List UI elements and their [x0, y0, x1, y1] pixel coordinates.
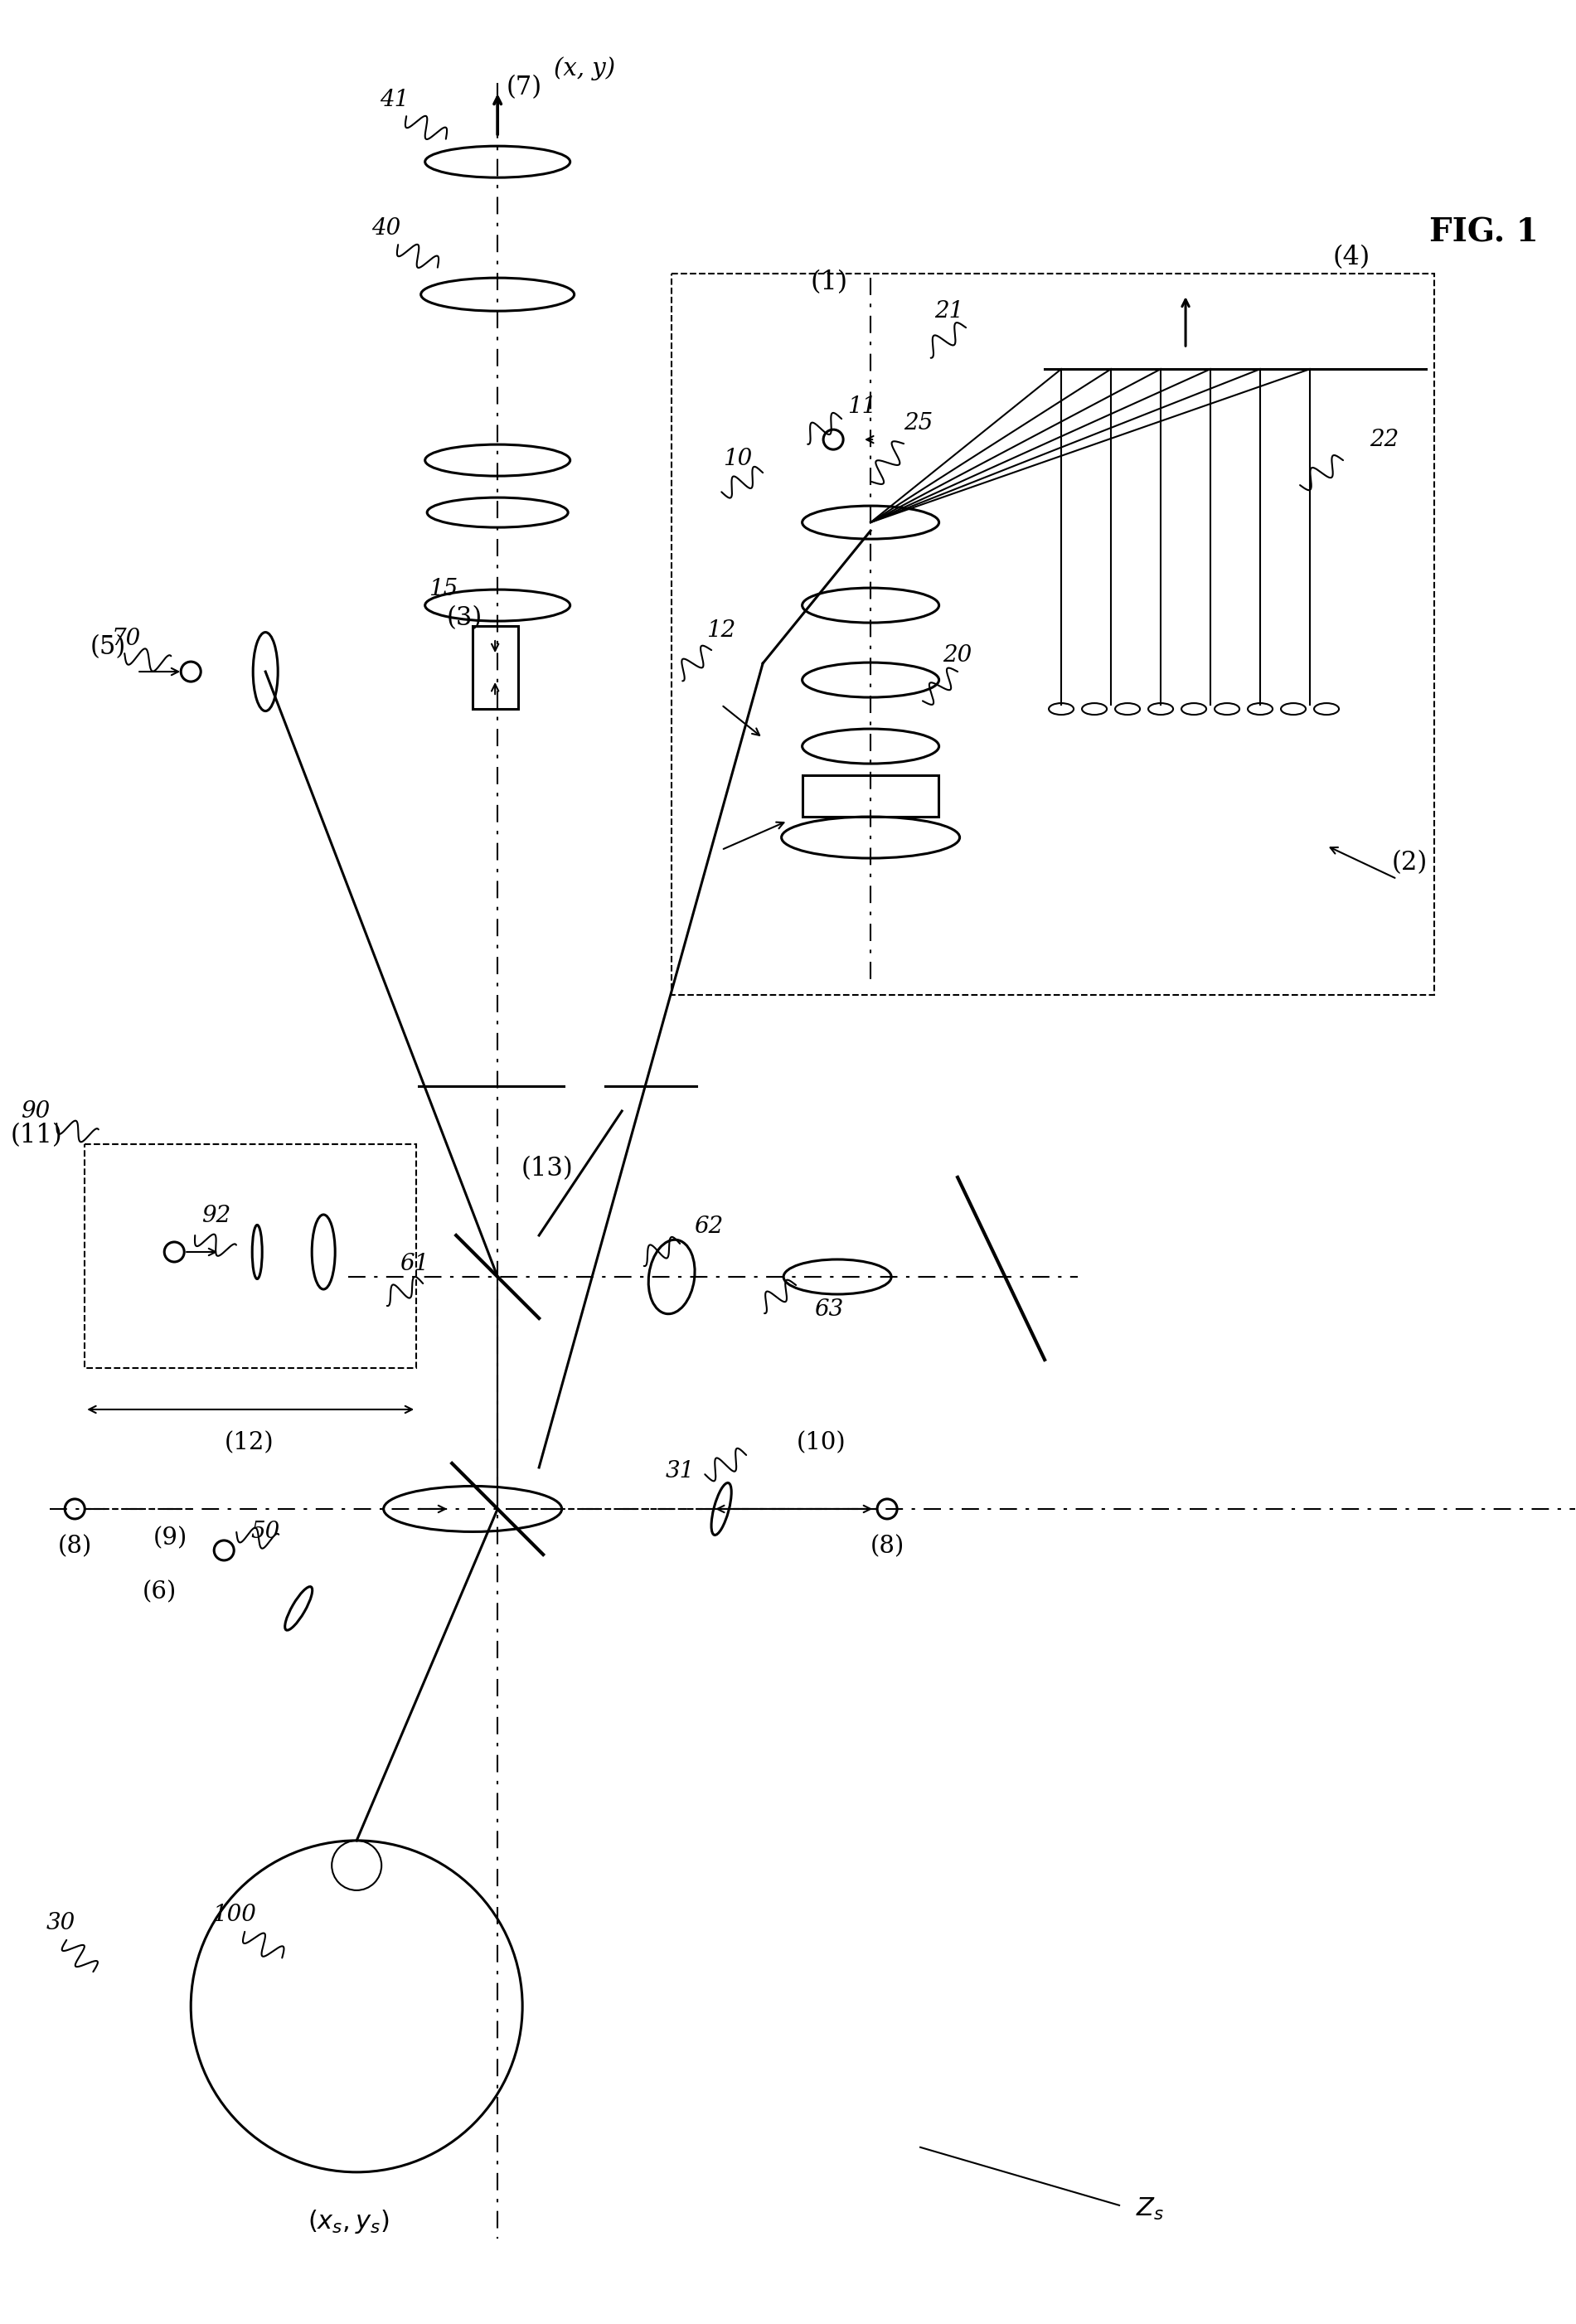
Text: (8): (8) — [58, 1534, 91, 1557]
Text: $(x_s, y_s)$: $(x_s, y_s)$ — [307, 2208, 389, 2236]
Text: 41: 41 — [380, 88, 410, 112]
Text: (2): (2) — [1392, 851, 1428, 876]
Text: 50: 50 — [251, 1520, 281, 1543]
Text: (6): (6) — [142, 1580, 177, 1604]
Text: (x, y): (x, y) — [553, 56, 615, 79]
Text: 40: 40 — [372, 216, 402, 239]
Text: (12): (12) — [224, 1432, 274, 1455]
Text: 90: 90 — [20, 1099, 50, 1122]
Text: FIG. 1: FIG. 1 — [1429, 216, 1538, 249]
Text: (7): (7) — [506, 74, 542, 100]
Text: 11: 11 — [848, 395, 876, 418]
Text: (3): (3) — [446, 604, 482, 630]
Text: $Z_s$: $Z_s$ — [1136, 2196, 1165, 2222]
Text: 21: 21 — [935, 300, 965, 323]
Text: 30: 30 — [46, 1913, 76, 1934]
Text: 61: 61 — [400, 1253, 429, 1276]
Text: (8): (8) — [870, 1534, 905, 1557]
Text: (13): (13) — [522, 1157, 574, 1183]
Text: 15: 15 — [429, 579, 459, 600]
Text: 100: 100 — [213, 1903, 255, 1927]
Text: 92: 92 — [202, 1206, 230, 1227]
Text: 63: 63 — [815, 1299, 843, 1320]
Text: (4): (4) — [1333, 244, 1370, 270]
Text: 62: 62 — [695, 1215, 723, 1239]
Text: 10: 10 — [723, 449, 753, 469]
Text: 31: 31 — [665, 1459, 695, 1483]
Text: 20: 20 — [942, 644, 972, 667]
Text: 70: 70 — [112, 627, 140, 651]
Text: (5): (5) — [90, 634, 126, 660]
Text: (10): (10) — [796, 1432, 846, 1455]
Text: (1): (1) — [810, 270, 848, 295]
Text: (11): (11) — [11, 1122, 63, 1148]
Text: (9): (9) — [153, 1527, 188, 1550]
Text: 25: 25 — [905, 411, 933, 435]
Text: 12: 12 — [706, 618, 736, 641]
Text: 22: 22 — [1370, 428, 1399, 451]
